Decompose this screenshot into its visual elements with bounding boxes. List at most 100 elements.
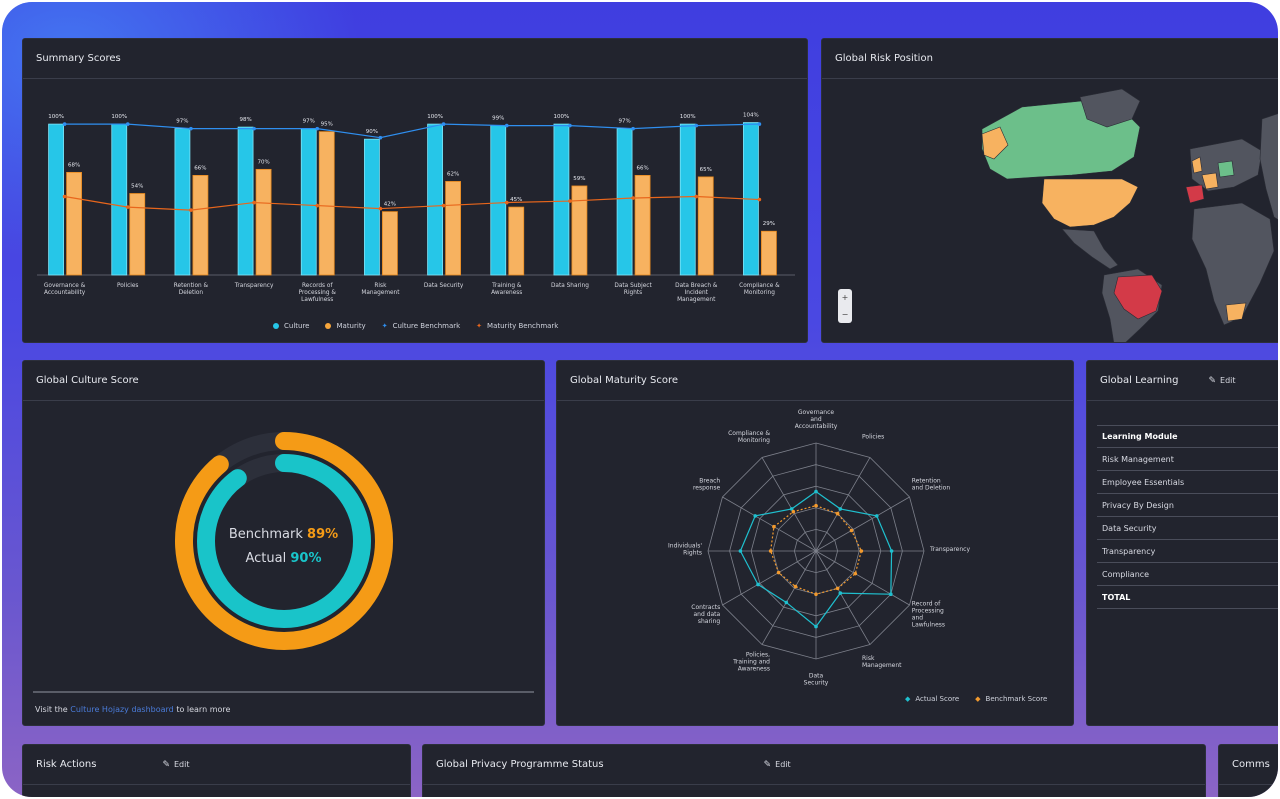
table-row[interactable]: Compliance <box>1097 563 1278 586</box>
culture-dashboard-link[interactable]: Culture Hojazy dashboard <box>70 705 174 714</box>
actual-point <box>874 514 879 518</box>
edit-button[interactable]: ✎ Edit <box>1209 376 1236 386</box>
actual-point <box>838 591 843 595</box>
legend-label: Actual Score <box>915 695 960 703</box>
maturity-legend: ◆ Actual Score ◆ Benchmark Score <box>905 695 1047 703</box>
region-alaska <box>981 126 1009 160</box>
culture-benchmark-point <box>189 126 193 131</box>
radar-axis-label: Record of Processing and Lawfulness <box>912 601 945 629</box>
actual-point <box>756 582 760 587</box>
benchmark-point <box>814 592 818 596</box>
region-mexico <box>1061 228 1119 270</box>
benchmark-label: Benchmark <box>228 527 303 542</box>
table-row[interactable]: Privacy By Design <box>1097 494 1278 517</box>
culture-data-label: 99% <box>492 116 504 122</box>
radar-axis-label: Policies, Training and Awareness <box>732 652 770 673</box>
radar-spoke <box>761 457 817 552</box>
maturity-benchmark-line <box>64 195 760 211</box>
actual-point <box>889 549 894 553</box>
pencil-icon: ✎ <box>1208 375 1217 386</box>
benchmark-point <box>768 549 773 553</box>
world-map[interactable] <box>822 79 1278 343</box>
benchmark-value: 89% <box>307 527 339 542</box>
category-label: Data Security <box>424 283 464 289</box>
summary-scores-panel: Summary Scores 100% 68% Governance & Accoun… <box>22 38 808 343</box>
maturity-data-label: 54% <box>131 184 143 190</box>
radar-axis-label: Risk Management <box>862 655 902 669</box>
category-label: Retention & Deletion <box>174 283 209 296</box>
culture-benchmark-point <box>125 122 130 126</box>
footer-text: to learn more <box>176 705 231 714</box>
radar-spoke <box>722 496 817 552</box>
maturity-bar <box>255 168 272 276</box>
region-uk <box>1191 156 1203 174</box>
maturity-data-label: 66% <box>194 165 206 171</box>
culture-bar <box>427 123 443 276</box>
maturity-data-label: 95% <box>321 122 333 128</box>
actual-point <box>838 507 843 511</box>
legend-label: Benchmark Score <box>985 695 1048 703</box>
zoom-out-button[interactable]: − <box>841 310 849 319</box>
region-usa <box>1041 178 1139 228</box>
pencil-icon: ✎ <box>763 759 772 770</box>
region-greenland <box>1079 88 1141 128</box>
actual-point <box>784 600 789 605</box>
pencil-icon: ✎ <box>162 759 170 770</box>
edit-label: Edit <box>775 760 791 769</box>
culture-data-label: 104% <box>743 113 759 119</box>
edit-button[interactable]: ✎ Edit <box>162 760 189 770</box>
culture-data-label: 97% <box>303 119 315 125</box>
panel-title: Global Maturity Score <box>557 361 1073 401</box>
table-row[interactable]: Risk Management <box>1097 448 1278 471</box>
maturity-bar <box>634 175 651 276</box>
radar-spoke <box>815 550 910 606</box>
benchmark-point <box>791 509 796 514</box>
radar-axis-label: Contracts and data sharing <box>691 604 720 625</box>
table-total-row: TOTAL <box>1097 586 1278 609</box>
culture-benchmark-point <box>378 135 383 140</box>
culture-bar <box>364 138 380 276</box>
maturity-dot <box>325 323 332 329</box>
radar-axis-label: Compliance & Monitoring <box>728 430 770 444</box>
benchmark-point <box>814 503 818 508</box>
maturity-benchmark-point <box>441 203 446 208</box>
table-row[interactable]: Employee Essentials <box>1097 471 1278 494</box>
category-label: Data Breach & Incident Management <box>675 283 718 303</box>
maturity-bar <box>445 181 461 276</box>
benchmark-point <box>835 511 840 516</box>
benchmark-point <box>859 549 864 553</box>
edit-button[interactable]: ✎ Edit <box>764 760 791 770</box>
culture-benchmark-marker: ✦ <box>381 322 388 330</box>
maturity-benchmark-point <box>315 203 320 208</box>
category-label: Policies <box>117 283 138 289</box>
culture-benchmark-point <box>315 126 320 131</box>
radar-spoke <box>815 496 910 552</box>
maturity-benchmark-point <box>189 208 193 212</box>
category-label: Governance & Accountability <box>44 283 86 296</box>
legend-culture: Culture <box>273 322 309 330</box>
category-label: Transparency <box>234 283 274 289</box>
table-row[interactable]: Transparency <box>1097 540 1278 563</box>
legend-culture-benchmark: ✦ Culture Benchmark <box>382 322 460 330</box>
legend-label: Culture Benchmark <box>392 322 461 330</box>
benchmark-marker: ◆ <box>975 695 981 703</box>
benchmark-point <box>853 571 858 576</box>
zoom-in-button[interactable]: + <box>841 293 849 302</box>
summary-scores-chart: 100% 68% Governance & Accountability 100% 54%… <box>37 113 795 303</box>
region-asia <box>1259 113 1278 221</box>
culture-bar <box>237 126 254 276</box>
culture-benchmark-point <box>694 123 699 128</box>
panel-header: Global Learning ✎ Edit <box>1087 361 1278 401</box>
actual-point <box>738 549 743 553</box>
table-row[interactable]: Data Security <box>1097 517 1278 540</box>
maturity-benchmark-point <box>252 200 256 205</box>
culture-data-label: 100% <box>111 114 127 120</box>
radar-spoke <box>722 550 817 606</box>
region-south-africa <box>1225 302 1247 322</box>
culture-benchmark-point <box>757 122 762 126</box>
culture-data-label: 100% <box>427 114 443 120</box>
radar-spoke <box>815 457 871 552</box>
learning-table: Learning Module Risk Management Employee… <box>1097 425 1278 609</box>
maturity-data-label: 62% <box>447 171 459 177</box>
